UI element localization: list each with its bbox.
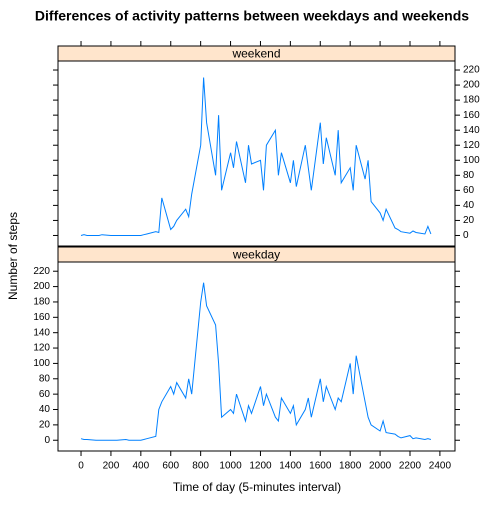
y-tick-label: 40	[39, 404, 51, 415]
y-tick-label: 160	[463, 110, 480, 121]
y-axis-label: Number of steps	[6, 212, 20, 300]
y-tick-label: 180	[463, 95, 480, 106]
x-tick-label: 200	[103, 461, 120, 472]
line	[80, 282, 432, 441]
panel	[57, 261, 456, 452]
y-tick-label: 140	[33, 327, 50, 338]
y-tick-label: 60	[39, 389, 51, 400]
x-tick-label: 1200	[249, 461, 272, 472]
y-tick-label: 60	[463, 185, 475, 196]
y-tick-label: 20	[463, 215, 475, 226]
strip-label: weekday	[232, 248, 280, 262]
x-tick-label: 1000	[219, 461, 242, 472]
x-tick-label: 1800	[339, 461, 362, 472]
y-tick-label: 40	[463, 200, 475, 211]
x-tick-label: 1400	[279, 461, 302, 472]
y-tick-label: 180	[33, 297, 50, 308]
panel	[57, 60, 456, 247]
y-tick-label: 140	[463, 125, 480, 136]
y-tick-label: 80	[463, 170, 475, 181]
x-axis-label: Time of day (5-minutes interval)	[173, 480, 341, 494]
strip-label: weekend	[231, 47, 280, 61]
x-tick-label: 800	[192, 461, 209, 472]
chart-title: Differences of activity patterns between…	[35, 8, 469, 24]
x-tick-label: 2400	[429, 461, 452, 472]
x-tick-label: 1600	[309, 461, 332, 472]
y-tick-label: 20	[39, 420, 51, 431]
y-tick-label: 220	[33, 266, 50, 277]
y-tick-label: 200	[33, 281, 50, 292]
y-tick-label: 160	[33, 312, 50, 323]
y-tick-label: 120	[33, 343, 50, 354]
x-tick-label: 0	[78, 461, 84, 472]
x-tick-label: 600	[162, 461, 179, 472]
x-tick-label: 400	[132, 461, 149, 472]
y-tick-label: 100	[33, 358, 50, 369]
y-tick-label: 200	[463, 80, 480, 91]
y-tick-label: 100	[463, 155, 480, 166]
line	[80, 77, 432, 236]
y-tick-label: 80	[39, 373, 51, 384]
x-tick-label: 2200	[399, 461, 422, 472]
y-tick-label: 220	[463, 65, 480, 76]
x-tick-label: 2000	[369, 461, 392, 472]
y-tick-label: 120	[463, 140, 480, 151]
y-tick-label: 0	[44, 435, 50, 446]
y-tick-label: 0	[463, 230, 469, 241]
